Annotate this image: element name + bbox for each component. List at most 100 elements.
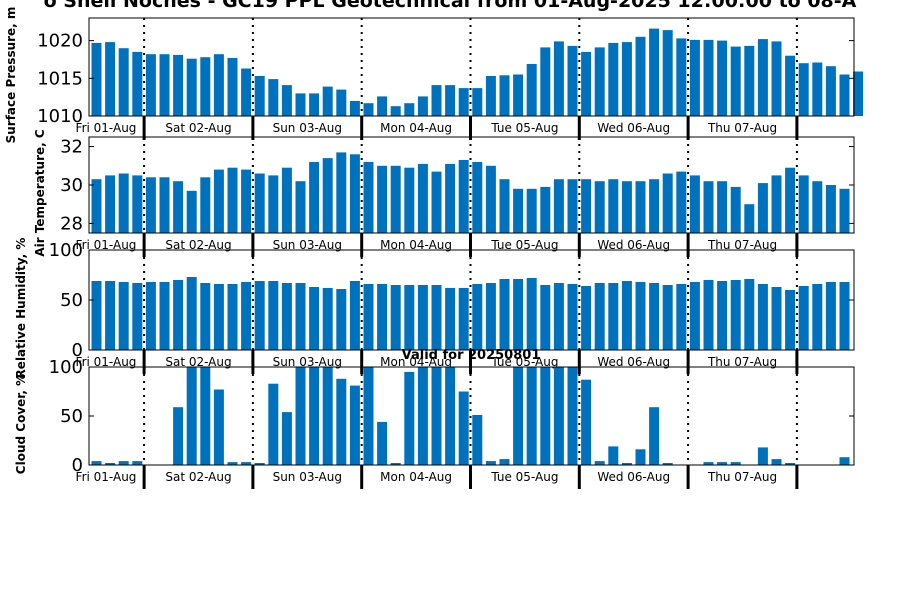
- bar-surface-pressure-54: [825, 66, 836, 116]
- bar-relative-humidity-12: [254, 281, 265, 350]
- bar-surface-pressure-22: [390, 106, 401, 116]
- bar-cloud-cover-17: [322, 367, 333, 465]
- bar-cloud-cover-11: [241, 462, 252, 465]
- bar-relative-humidity-33: [540, 285, 551, 350]
- bar-air-temperature-34: [553, 179, 564, 233]
- x-day-label: Wed 06-Aug: [597, 121, 670, 135]
- bar-surface-pressure-48: [744, 45, 755, 116]
- bar-relative-humidity-34: [553, 283, 564, 350]
- x-day-label: Fri 01-Aug: [76, 121, 137, 135]
- bar-surface-pressure-41: [649, 28, 660, 117]
- y-tick-label: 30: [60, 175, 83, 196]
- bar-air-temperature-32: [526, 188, 537, 233]
- bar-cloud-cover-24: [417, 367, 428, 465]
- bar-air-temperature-51: [785, 167, 796, 233]
- bar-relative-humidity-20: [363, 284, 374, 350]
- x-day-label: Sat 02-Aug: [165, 355, 231, 369]
- x-day-label: Fri 01-Aug: [76, 470, 137, 484]
- panel-cloud-cover: 0 50 100 Cloud Cover, % Fri 01-Aug Sat 02-Aug…: [14, 357, 855, 489]
- bar-relative-humidity-48: [744, 279, 755, 350]
- y-tick-label: 50: [60, 406, 83, 427]
- y-tick-label: 1015: [37, 68, 83, 89]
- bar-cloud-cover-18: [336, 378, 347, 465]
- bar-surface-pressure-23: [404, 103, 415, 116]
- bar-air-temperature-26: [445, 163, 456, 233]
- bar-cloud-cover-41: [649, 407, 660, 465]
- bar-cloud-cover-30: [499, 459, 510, 465]
- bar-relative-humidity-2: [118, 282, 129, 350]
- bar-cloud-cover-34: [553, 367, 564, 465]
- panels-group: 1010 1015 1020 Surface Pressure, m Fri 01-Au…: [4, 7, 864, 489]
- y-tick-label: 0: [72, 340, 83, 361]
- bar-surface-pressure-53: [812, 62, 823, 116]
- bar-surface-pressure-9: [213, 54, 224, 116]
- bar-relative-humidity-11: [241, 282, 252, 350]
- bar-relative-humidity-40: [635, 282, 646, 350]
- bar-relative-humidity-18: [336, 289, 347, 350]
- bar-relative-humidity-55: [839, 282, 850, 350]
- bar-air-temperature-42: [662, 173, 673, 233]
- panel-surface-pressure: 1010 1015 1020 Surface Pressure, m Fri 01-Au…: [4, 7, 864, 143]
- chart-title: o Shell Noches - GC19 PPL Geotechnical f…: [44, 0, 857, 12]
- x-day-label: Tue 05-Aug: [490, 238, 558, 252]
- bar-surface-pressure-18: [336, 89, 347, 116]
- panel-relative-humidity: 0 50 100 Relative Humidity, % Fri 01-Aug Sat …: [14, 238, 855, 379]
- bar-cloud-cover-7: [186, 367, 197, 465]
- y-tick-label: 32: [60, 137, 83, 158]
- bar-relative-humidity-22: [390, 285, 401, 350]
- bar-air-temperature-30: [499, 179, 510, 233]
- bar-surface-pressure-12: [254, 76, 265, 116]
- bar-relative-humidity-7: [186, 277, 197, 350]
- bar-cloud-cover-23: [404, 371, 415, 465]
- bar-air-temperature-14: [281, 167, 292, 233]
- bar-cloud-cover-47: [730, 462, 741, 465]
- bar-relative-humidity-42: [662, 285, 673, 350]
- bar-air-temperature-29: [485, 165, 496, 233]
- bar-air-temperature-10: [227, 167, 238, 233]
- bar-relative-humidity-23: [404, 285, 415, 350]
- x-day-label: Wed 06-Aug: [597, 355, 670, 369]
- bar-relative-humidity-14: [281, 283, 292, 350]
- bar-relative-humidity-52: [798, 286, 809, 350]
- bar-surface-pressure-56: [853, 71, 864, 116]
- bar-cloud-cover-26: [445, 367, 456, 465]
- bar-air-temperature-4: [145, 177, 156, 233]
- bar-cloud-cover-9: [213, 389, 224, 465]
- x-day-label: Mon 04-Aug: [380, 238, 452, 252]
- bar-air-temperature-50: [771, 175, 782, 233]
- x-day-label: Sun 03-Aug: [273, 355, 342, 369]
- panel-air-temperature: 28 30 32 Air Temperature, C Fri 01-Aug Sat 02…: [33, 129, 855, 257]
- bar-cloud-cover-49: [757, 447, 768, 465]
- bar-air-temperature-53: [812, 181, 823, 233]
- bar-air-temperature-24: [417, 163, 428, 233]
- x-day-label: Sat 02-Aug: [165, 238, 231, 252]
- bar-cloud-cover-3: [132, 461, 143, 465]
- bar-surface-pressure-36: [581, 51, 592, 116]
- bar-surface-pressure-3: [132, 51, 143, 116]
- bar-relative-humidity-26: [445, 288, 456, 350]
- bar-cloud-cover-21: [377, 421, 388, 465]
- bar-surface-pressure-24: [417, 96, 428, 116]
- bar-relative-humidity-36: [581, 286, 592, 350]
- bar-relative-humidity-46: [717, 281, 728, 350]
- y-axis-label: Relative Humidity, %: [14, 238, 28, 379]
- bar-surface-pressure-51: [785, 55, 796, 116]
- bar-air-temperature-38: [608, 179, 619, 233]
- bar-surface-pressure-42: [662, 30, 673, 117]
- bar-surface-pressure-13: [268, 79, 279, 116]
- bar-relative-humidity-31: [513, 279, 524, 350]
- bar-surface-pressure-45: [703, 39, 714, 116]
- x-day-label: Sun 03-Aug: [273, 470, 342, 484]
- bar-surface-pressure-37: [594, 47, 605, 116]
- bar-cloud-cover-40: [635, 449, 646, 465]
- bar-air-temperature-5: [159, 177, 170, 233]
- bar-surface-pressure-1: [105, 42, 116, 116]
- bar-cloud-cover-50: [771, 459, 782, 465]
- bar-relative-humidity-25: [431, 285, 442, 350]
- x-day-label: Mon 04-Aug: [380, 121, 452, 135]
- x-day-label: Sun 03-Aug: [273, 121, 342, 135]
- bar-surface-pressure-20: [363, 103, 374, 116]
- bar-cloud-cover-15: [295, 367, 306, 465]
- bar-surface-pressure-34: [553, 41, 564, 116]
- bar-relative-humidity-53: [812, 284, 823, 350]
